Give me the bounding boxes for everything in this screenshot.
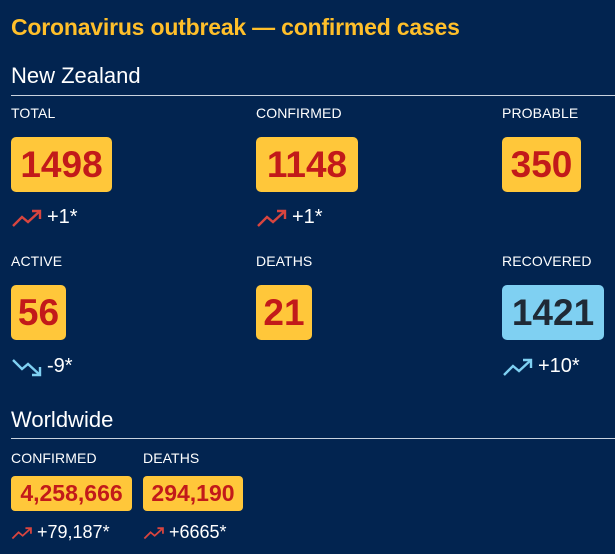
trend-up-icon [503, 358, 533, 376]
nz-confirmed-label: CONFIRMED [256, 105, 342, 121]
world-deaths-value: 294,190 [143, 476, 243, 511]
trend-up-icon [12, 209, 42, 227]
nz-total-label: TOTAL [11, 105, 56, 121]
nz-confirmed-change: +1* [256, 206, 323, 229]
nz-probable-label: PROBABLE [502, 105, 579, 121]
trend-up-icon [11, 526, 32, 539]
nz-heading: New Zealand [11, 63, 141, 88]
world-divider [11, 438, 615, 439]
nz-total-change-text: +1* [47, 206, 78, 228]
trend-up-icon [143, 526, 164, 539]
world-deaths-change-text: +6665* [169, 522, 227, 542]
world-confirmed-value: 4,258,666 [11, 476, 132, 511]
world-deaths-change: +6665* [143, 522, 227, 543]
nz-active-change-text: -9* [47, 355, 73, 377]
world-confirmed-label: CONFIRMED [11, 450, 97, 466]
nz-probable-value: 350 [502, 137, 581, 192]
nz-confirmed-value: 1148 [256, 137, 358, 192]
page-title: Coronavirus outbreak — confirmed cases [11, 14, 460, 40]
trend-down-icon [12, 358, 42, 376]
nz-total-value: 1498 [11, 137, 112, 192]
nz-recovered-change-text: +10* [538, 355, 580, 377]
world-confirmed-change: +79,187* [11, 522, 110, 543]
nz-recovered-change: +10* [502, 355, 580, 378]
nz-confirmed-change-text: +1* [292, 206, 323, 228]
nz-active-change: -9* [11, 355, 73, 378]
nz-deaths-value: 21 [256, 285, 312, 340]
world-heading: Worldwide [11, 407, 114, 432]
nz-active-label: ACTIVE [11, 253, 63, 269]
nz-total-change: +1* [11, 206, 78, 229]
nz-recovered-value: 1421 [502, 285, 604, 340]
nz-recovered-label: RECOVERED [502, 253, 592, 269]
trend-up-icon [257, 209, 287, 227]
nz-active-value: 56 [11, 285, 66, 340]
world-deaths-label: DEATHS [143, 450, 200, 466]
nz-deaths-label: DEATHS [256, 253, 313, 269]
nz-divider [11, 95, 615, 96]
world-confirmed-change-text: +79,187* [37, 522, 110, 542]
